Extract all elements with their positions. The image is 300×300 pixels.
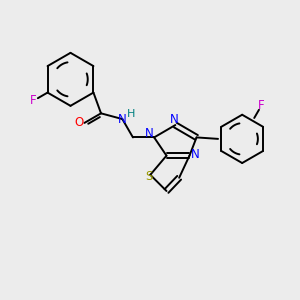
Text: N: N — [145, 128, 153, 140]
Text: N: N — [190, 148, 199, 161]
Text: S: S — [146, 170, 153, 183]
Text: O: O — [75, 116, 84, 129]
Text: N: N — [169, 113, 178, 126]
Text: F: F — [258, 99, 265, 112]
Text: F: F — [30, 94, 37, 107]
Text: H: H — [126, 109, 135, 119]
Text: N: N — [118, 112, 127, 126]
